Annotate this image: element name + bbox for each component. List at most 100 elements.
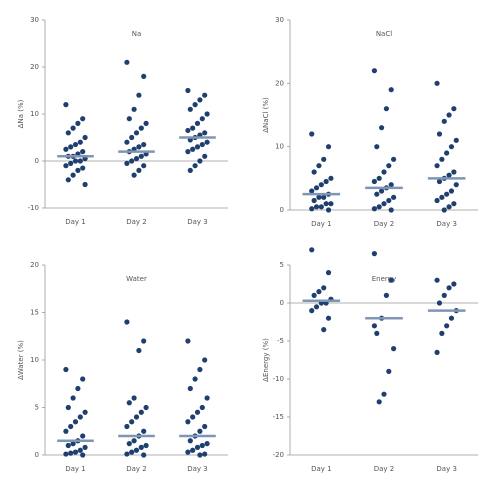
data-point [388, 182, 394, 188]
data-point [138, 409, 144, 415]
data-point [194, 120, 201, 126]
y-tick-label: 10 [30, 356, 39, 364]
data-point [136, 167, 142, 173]
data-point [72, 158, 79, 164]
data-point [63, 102, 69, 108]
data-point [451, 106, 457, 112]
data-point [63, 163, 69, 169]
data-point [202, 130, 208, 136]
data-point [386, 163, 392, 169]
panel-title: Water [126, 275, 147, 283]
data-point [204, 111, 210, 117]
data-point [68, 144, 74, 150]
data-point [311, 197, 317, 204]
y-tick-label: -20 [273, 451, 284, 459]
data-point [82, 444, 88, 450]
data-point [143, 404, 149, 411]
data-point [131, 438, 137, 444]
data-point [80, 376, 86, 382]
data-point [126, 441, 132, 447]
data-point [309, 188, 315, 194]
data-point [72, 419, 79, 425]
y-tick-label: -15 [273, 413, 284, 421]
data-point [187, 167, 193, 173]
data-point [439, 194, 445, 200]
data-point [65, 404, 71, 411]
data-point [371, 68, 377, 74]
data-point [133, 130, 140, 136]
y-tick-label: 30 [275, 16, 284, 24]
data-point [63, 451, 69, 457]
y-axis-label: ΔNaCl (%) [262, 97, 270, 133]
data-point [313, 304, 320, 310]
data-point [325, 270, 332, 276]
data-point [141, 452, 147, 458]
data-point [131, 395, 137, 401]
data-point [328, 201, 334, 207]
data-point [386, 368, 392, 374]
data-point [439, 330, 445, 336]
data-point [185, 87, 191, 94]
data-point [65, 177, 71, 183]
data-point [388, 207, 394, 213]
data-point [371, 323, 377, 329]
data-point [80, 149, 86, 155]
x-tick-label: Day 2 [374, 220, 395, 228]
data-point [444, 191, 450, 197]
x-tick-label: Day 3 [187, 218, 208, 226]
x-tick-label: Day 1 [311, 220, 332, 228]
data-point [124, 319, 130, 325]
data-point [190, 414, 196, 420]
data-point [129, 158, 135, 164]
data-point [136, 92, 142, 98]
data-point [202, 451, 208, 457]
x-tick-label: Day 1 [311, 465, 332, 473]
data-point [441, 207, 447, 213]
data-point [192, 163, 198, 169]
data-point [70, 125, 76, 131]
x-tick-label: Day 2 [374, 465, 395, 473]
y-tick-label: 20 [275, 79, 284, 87]
data-point [124, 160, 130, 166]
data-point [70, 395, 76, 401]
data-point [129, 134, 135, 141]
data-point [133, 156, 140, 162]
data-point [82, 409, 88, 415]
x-tick-label: Day 3 [436, 220, 457, 228]
data-point [141, 163, 147, 169]
data-point [204, 395, 210, 401]
data-point [313, 204, 320, 210]
data-point [70, 441, 76, 447]
data-point [197, 97, 203, 103]
data-point [63, 366, 69, 373]
data-point [77, 414, 83, 420]
data-point [124, 139, 130, 145]
data-point [124, 59, 130, 65]
data-point [75, 385, 81, 392]
data-point [379, 125, 385, 131]
data-point [190, 447, 196, 453]
y-tick-label: 0 [35, 157, 39, 165]
data-point [391, 346, 397, 352]
data-point [446, 172, 452, 178]
data-point [141, 141, 147, 148]
y-tick-label: 5 [35, 404, 39, 412]
data-point [446, 285, 452, 291]
data-point [138, 444, 144, 450]
data-point [311, 292, 317, 298]
x-tick-label: Day 1 [65, 465, 86, 473]
x-tick-label: Day 3 [187, 465, 208, 473]
data-point [80, 452, 86, 458]
y-tick-label: 5 [280, 261, 284, 269]
data-point [321, 327, 327, 333]
data-point [199, 141, 205, 148]
data-point [129, 419, 135, 425]
data-point [185, 127, 191, 134]
data-point [376, 399, 382, 405]
data-point [388, 87, 394, 93]
data-point [77, 158, 83, 164]
panel-title: Energy [372, 275, 397, 283]
data-point [133, 447, 140, 453]
data-point [371, 251, 377, 257]
data-point [446, 204, 452, 210]
